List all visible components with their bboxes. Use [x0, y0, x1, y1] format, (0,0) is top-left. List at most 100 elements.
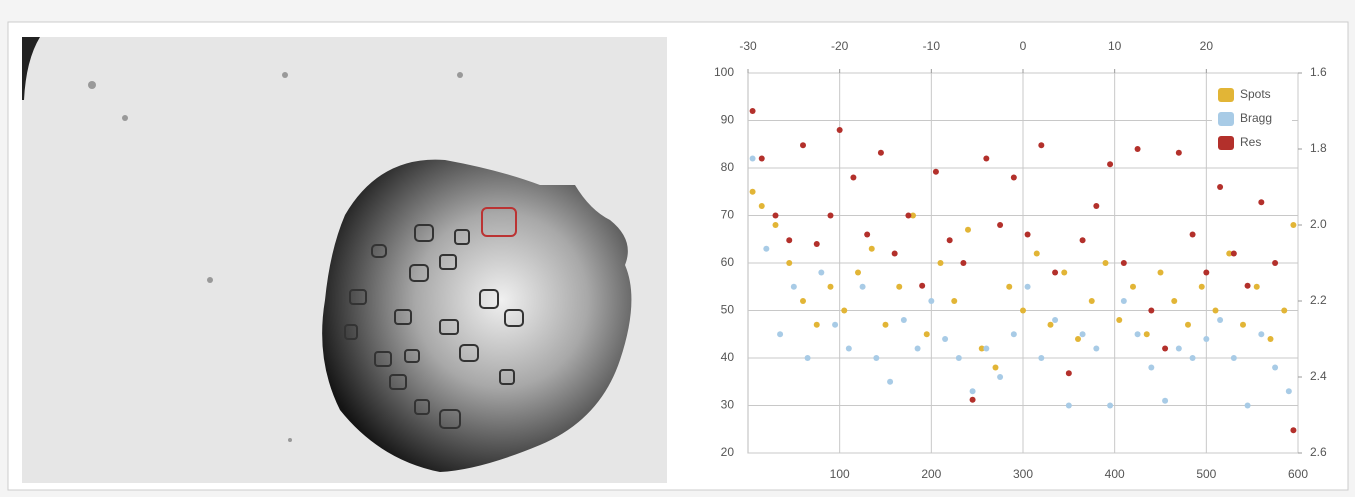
- point: [1080, 331, 1086, 337]
- point: [814, 322, 820, 328]
- point: [1107, 403, 1113, 409]
- legend-label: Bragg: [1240, 111, 1272, 125]
- point: [1245, 283, 1251, 289]
- point: [1231, 251, 1237, 257]
- x2-tick-label: -20: [831, 39, 849, 53]
- page: 2030405060708090100100200300400500600-30…: [0, 0, 1355, 497]
- y2-tick-label: 2.6: [1310, 445, 1327, 459]
- y-tick-label: 20: [721, 445, 735, 459]
- x-tick-label: 400: [1105, 467, 1125, 481]
- point: [1171, 298, 1177, 304]
- point: [828, 213, 834, 219]
- x2-tick-label: 10: [1108, 39, 1122, 53]
- point: [818, 270, 824, 276]
- point: [956, 355, 962, 361]
- point: [951, 298, 957, 304]
- point: [919, 283, 925, 289]
- point: [993, 365, 999, 371]
- legend-swatch: [1218, 136, 1234, 150]
- point: [887, 379, 893, 385]
- point: [1272, 260, 1278, 266]
- point: [1231, 355, 1237, 361]
- point: [1066, 403, 1072, 409]
- point: [1290, 222, 1296, 228]
- point: [777, 331, 783, 337]
- x-tick-label: 100: [830, 467, 850, 481]
- x-tick-label: 300: [1013, 467, 1033, 481]
- legend-swatch: [1218, 112, 1234, 126]
- point: [1080, 237, 1086, 243]
- x-tick-label: 500: [1196, 467, 1216, 481]
- y-tick-label: 40: [721, 350, 735, 364]
- point: [855, 270, 861, 276]
- point: [841, 308, 847, 314]
- point: [915, 346, 921, 352]
- point: [1258, 199, 1264, 205]
- point: [1286, 388, 1292, 394]
- point: [1135, 331, 1141, 337]
- point: [800, 142, 806, 148]
- point: [1258, 331, 1264, 337]
- point: [1144, 331, 1150, 337]
- point: [1240, 322, 1246, 328]
- point: [1199, 284, 1205, 290]
- point: [1203, 336, 1209, 342]
- point: [892, 251, 898, 257]
- point: [933, 169, 939, 175]
- y2-tick-label: 1.6: [1310, 65, 1327, 79]
- x2-tick-label: -10: [923, 39, 941, 53]
- point: [828, 284, 834, 290]
- point: [1107, 161, 1113, 167]
- point: [1038, 142, 1044, 148]
- point: [928, 298, 934, 304]
- y2-tick-label: 2.4: [1310, 369, 1327, 383]
- point: [1025, 284, 1031, 290]
- point: [1213, 308, 1219, 314]
- point: [878, 150, 884, 156]
- point: [983, 346, 989, 352]
- point: [924, 331, 930, 337]
- point: [1217, 184, 1223, 190]
- point: [901, 317, 907, 323]
- point: [800, 298, 806, 304]
- point: [869, 246, 875, 252]
- point: [759, 156, 765, 162]
- y-tick-label: 100: [714, 65, 734, 79]
- point: [1148, 365, 1154, 371]
- point: [773, 213, 779, 219]
- x2-tick-label: 20: [1200, 39, 1214, 53]
- point: [1103, 260, 1109, 266]
- point: [750, 108, 756, 114]
- point: [837, 127, 843, 133]
- point: [1272, 365, 1278, 371]
- point: [960, 260, 966, 266]
- x2-tick-label: -30: [739, 39, 757, 53]
- point: [1121, 260, 1127, 266]
- point: [1135, 146, 1141, 152]
- point: [814, 241, 820, 247]
- point: [1006, 284, 1012, 290]
- point: [1245, 403, 1251, 409]
- y-tick-label: 30: [721, 398, 735, 412]
- point: [1190, 355, 1196, 361]
- point: [1290, 427, 1296, 433]
- y-tick-label: 70: [721, 208, 735, 222]
- x2-tick-label: 0: [1020, 39, 1027, 53]
- point: [1176, 346, 1182, 352]
- point: [1162, 398, 1168, 404]
- point: [1052, 317, 1058, 323]
- point: [1075, 336, 1081, 342]
- point: [1066, 370, 1072, 376]
- point: [1034, 251, 1040, 257]
- y-tick-label: 50: [721, 303, 735, 317]
- point: [1176, 150, 1182, 156]
- point: [1203, 270, 1209, 276]
- y2-tick-label: 2.0: [1310, 217, 1327, 231]
- x-tick-label: 200: [921, 467, 941, 481]
- point: [750, 189, 756, 195]
- point: [1281, 308, 1287, 314]
- point: [896, 284, 902, 290]
- point: [1048, 322, 1054, 328]
- screen: 2030405060708090100100200300400500600-30…: [0, 0, 1355, 497]
- y-tick-label: 60: [721, 255, 735, 269]
